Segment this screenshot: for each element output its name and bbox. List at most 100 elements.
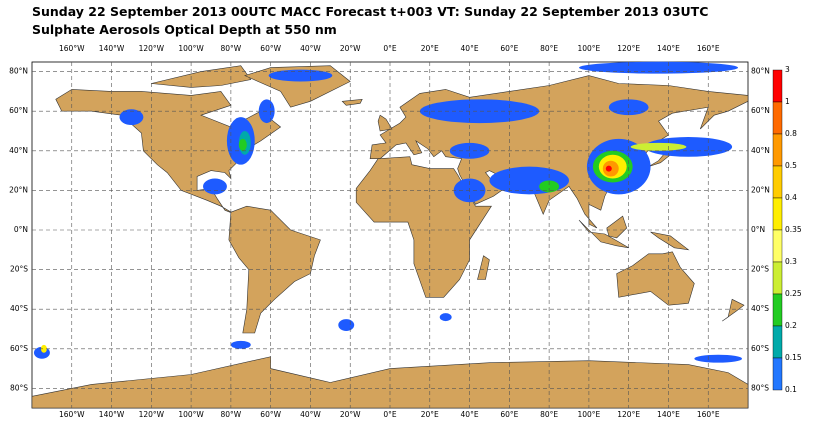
colorbar-swatch bbox=[772, 357, 783, 391]
australia bbox=[616, 251, 695, 306]
lon-label-bottom: 80°E bbox=[540, 410, 558, 419]
borneo bbox=[606, 215, 628, 239]
lat-label-left: 20°S bbox=[10, 265, 28, 274]
lon-label-top: 140°W bbox=[99, 44, 125, 53]
new-guinea bbox=[650, 231, 690, 251]
colorbar-label: 3 bbox=[785, 65, 790, 74]
lon-label-top: 160°E bbox=[697, 44, 720, 53]
lon-label-top: 40°E bbox=[461, 44, 479, 53]
aerosol-patch bbox=[694, 354, 743, 363]
lat-label-left: 80°S bbox=[10, 383, 28, 392]
lon-label-top: 140°E bbox=[657, 44, 680, 53]
title: Sunday 22 September 2013 00UTC MACC Fore… bbox=[32, 4, 708, 19]
colorbar-label: 0.25 bbox=[785, 289, 802, 298]
lon-label-top: 160°W bbox=[59, 44, 85, 53]
lat-label-right: 20°S bbox=[751, 265, 769, 274]
lat-label-left: 0°N bbox=[14, 225, 28, 234]
aerosol-field bbox=[33, 61, 743, 363]
lat-label-left: 20°N bbox=[9, 185, 28, 194]
aerosol-patch bbox=[268, 69, 333, 82]
colorbar-swatch bbox=[772, 261, 783, 295]
lat-label-right: 80°S bbox=[751, 383, 769, 392]
aerosol-patch bbox=[119, 109, 144, 126]
aerosol-patch bbox=[419, 99, 540, 124]
lon-label-top: 40°W bbox=[300, 44, 321, 53]
colorbar-swatch bbox=[772, 133, 783, 167]
lon-label-top: 20°W bbox=[340, 44, 361, 53]
aerosol-patch bbox=[439, 313, 452, 322]
lon-label-top: 120°E bbox=[617, 44, 640, 53]
indonesia bbox=[578, 219, 629, 249]
colorbar-label: 0.15 bbox=[785, 353, 802, 362]
lon-label-bottom: 160°W bbox=[59, 410, 85, 419]
colorbar-swatch bbox=[772, 101, 783, 135]
lat-label-right: 0°N bbox=[751, 225, 765, 234]
lon-label-bottom: 20°E bbox=[421, 410, 439, 419]
madagascar bbox=[477, 255, 490, 280]
lon-label-bottom: 40°E bbox=[461, 410, 479, 419]
colorbar-swatch bbox=[772, 293, 783, 327]
lon-label-bottom: 120°E bbox=[617, 410, 640, 419]
aerosol-patch bbox=[338, 319, 355, 331]
colorbar-swatch bbox=[772, 197, 783, 231]
lon-label-top: 0°E bbox=[383, 44, 397, 53]
colorbar-label: 0.1 bbox=[785, 385, 797, 394]
lon-label-bottom: 140°E bbox=[657, 410, 680, 419]
lat-label-left: 80°N bbox=[9, 67, 28, 76]
north-america bbox=[55, 89, 282, 215]
colorbar-label: 0.5 bbox=[785, 161, 797, 170]
lat-label-right: 60°S bbox=[751, 344, 769, 353]
lon-label-bottom: 100°E bbox=[577, 410, 600, 419]
aerosol-patch bbox=[578, 61, 739, 74]
lat-label-right: 40°S bbox=[751, 304, 769, 313]
lon-label-bottom: 40°W bbox=[300, 410, 321, 419]
colorbar: 3 1 0.8 0.5 0.4 0.35 0.3 0.25 0.2 0.15 0.1 bbox=[772, 65, 802, 394]
graticule: 160°W 160°W 140°W 140°W 120°W 120°W 100°W 100°W… bbox=[9, 44, 770, 419]
lat-label-left: 60°S bbox=[10, 344, 28, 353]
lat-label-right: 80°N bbox=[751, 67, 770, 76]
colorbar-label: 0.2 bbox=[785, 321, 797, 330]
lon-label-bottom: 140°W bbox=[99, 410, 125, 419]
lon-label-bottom: 160°E bbox=[697, 410, 720, 419]
south-america bbox=[228, 205, 321, 334]
aerosol-patch bbox=[238, 138, 247, 151]
land bbox=[31, 65, 749, 409]
new-zealand bbox=[722, 298, 745, 322]
lon-label-top: 60°E bbox=[500, 44, 518, 53]
lon-label-bottom: 120°W bbox=[139, 410, 165, 419]
subtitle: Sulphate Aerosols Optical Depth at 550 n… bbox=[32, 22, 337, 37]
colorbar-swatch bbox=[772, 165, 783, 199]
colorbar-label: 0.35 bbox=[785, 225, 802, 234]
colorbar-label: 0.8 bbox=[785, 129, 797, 138]
iceland bbox=[341, 98, 363, 106]
lat-label-left: 40°S bbox=[10, 304, 28, 313]
lat-label-left: 40°N bbox=[9, 146, 28, 155]
lon-label-top: 80°E bbox=[540, 44, 558, 53]
lat-label-right: 40°N bbox=[751, 146, 770, 155]
antarctica bbox=[31, 356, 749, 409]
colorbar-swatch bbox=[772, 229, 783, 263]
lon-label-bottom: 60°E bbox=[500, 410, 518, 419]
lon-label-top: 120°W bbox=[139, 44, 165, 53]
lon-label-top: 80°W bbox=[221, 44, 242, 53]
aerosol-patch bbox=[40, 344, 47, 353]
colorbar-label: 1 bbox=[785, 97, 790, 106]
colorbar-swatch bbox=[772, 69, 783, 103]
lat-label-right: 20°N bbox=[751, 185, 770, 194]
lat-label-right: 60°N bbox=[751, 106, 770, 115]
lon-label-bottom: 60°W bbox=[260, 410, 281, 419]
lon-label-bottom: 20°W bbox=[340, 410, 361, 419]
aerosol-patch bbox=[644, 136, 733, 157]
lon-label-bottom: 100°W bbox=[178, 410, 204, 419]
britain bbox=[377, 114, 393, 132]
colorbar-label: 0.4 bbox=[785, 193, 797, 202]
lon-label-top: 60°W bbox=[260, 44, 281, 53]
lon-label-top: 100°W bbox=[178, 44, 204, 53]
lat-label-left: 60°N bbox=[9, 106, 28, 115]
aerosol-patch bbox=[230, 340, 251, 349]
lon-label-bottom: 80°W bbox=[221, 410, 242, 419]
lon-label-top: 100°E bbox=[577, 44, 600, 53]
aerosol-patch bbox=[630, 142, 687, 151]
colorbar-label: 0.3 bbox=[785, 257, 797, 266]
